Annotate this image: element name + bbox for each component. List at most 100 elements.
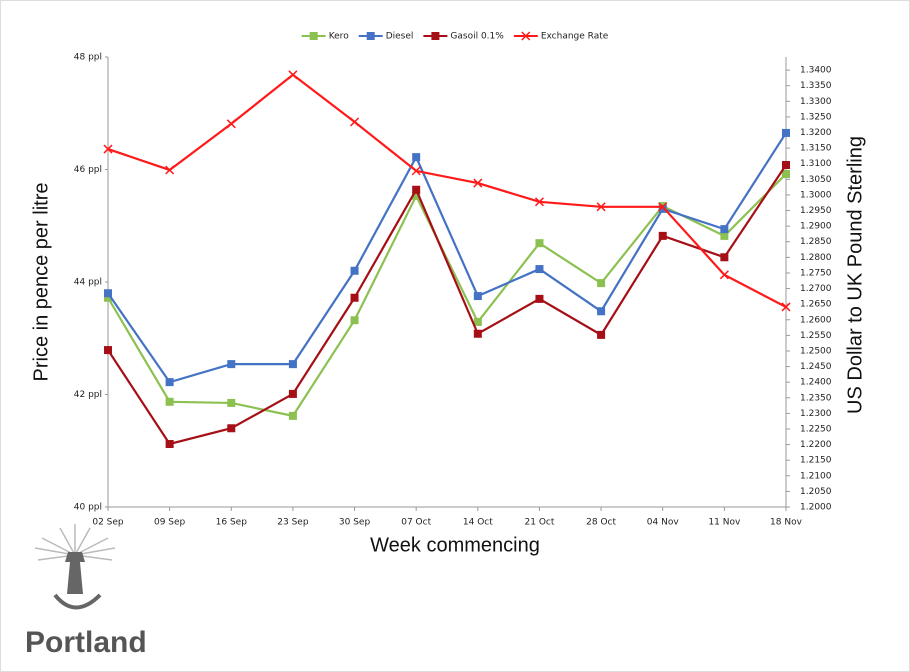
legend-item: Kero [301,32,349,42]
x-tick-label: 14 Oct [463,518,493,528]
marker [597,330,606,339]
y2-tick-label: 1.3250 [800,112,832,122]
y-tick-label: 42 ppl [74,390,102,400]
marker [535,265,544,274]
y-axis-title: Price in pence per litre [30,183,52,382]
y2-tick-label: 1.3300 [800,97,832,107]
y2-tick-label: 1.2200 [800,440,832,450]
marker [288,70,298,80]
marker [658,204,667,213]
marker [658,231,667,240]
marker [412,185,421,194]
y2-tick-label: 1.2750 [800,268,832,278]
marker [165,397,174,406]
marker [350,293,359,302]
marker [473,329,482,338]
legend-marker [366,32,375,40]
legend-item: Diesel [358,32,414,42]
y2-tick-label: 1.2700 [800,284,832,294]
y-tick-label: 44 ppl [74,278,102,288]
series-line [107,173,787,418]
x-tick-label: 09 Sep [154,518,186,528]
marker [534,197,544,207]
marker [535,294,544,303]
y2-tick-label: 1.2450 [800,362,832,372]
y2-tick-label: 1.3100 [800,159,832,169]
legend: Kero Diesel Gasoil 0.1% Exchange Rate [301,31,609,42]
y2-tick-label: 1.2500 [800,346,832,356]
marker [782,128,790,137]
legend-item: Gasoil 0.1% [423,32,504,42]
marker [720,225,729,234]
marker [165,378,174,387]
marker [535,239,544,248]
marker [412,191,421,200]
y2-axis-title: US Dollar to UK Pound Sterling [844,136,866,414]
marker [781,302,791,312]
marker [226,119,236,129]
y2-tick-label: 1.2850 [800,237,832,247]
marker [782,170,790,178]
marker [227,398,236,407]
marker [165,165,175,175]
legend-marker [521,31,531,41]
series-line [107,73,787,308]
marker [658,202,668,212]
y2-tick-label: 1.2100 [800,471,832,481]
marker [720,253,729,262]
x-tick-label: 30 Sep [339,518,371,528]
legend-label: Kero [329,32,349,42]
y2-tick-label: 1.2900 [800,222,832,232]
y2-tick-label: 1.2050 [800,487,832,497]
series [103,70,791,312]
y2-tick-label: 1.2150 [800,456,832,466]
marker [350,316,359,325]
marker [104,346,112,355]
marker [227,424,236,433]
y2-tick-label: 1.3200 [800,128,832,138]
marker [473,178,483,188]
x-tick-label: 28 Oct [586,518,616,528]
marker [227,360,236,369]
y2-tick-label: 1.2950 [800,206,832,216]
legend-label: Gasoil 0.1% [450,32,504,42]
marker [350,266,359,275]
legend-label: Exchange Rate [541,32,609,42]
marker [473,317,482,326]
x-tick-label: 16 Sep [216,518,248,528]
marker [104,289,112,298]
y2-tick-label: 1.2650 [800,300,832,310]
x-tick-label: 23 Sep [277,518,309,528]
marker [288,411,297,420]
series-line [107,132,787,384]
x-tick-label: 02 Sep [92,518,124,528]
logo-base [53,593,102,610]
y2-tick-label: 1.2400 [800,378,832,388]
legend-label: Diesel [386,32,414,42]
y-tick-label: 46 ppl [74,165,102,175]
y2-tick-label: 1.2800 [800,253,832,263]
y-tick-label: 48 ppl [74,53,102,63]
marker [473,292,482,301]
y2-tick-label: 1.2350 [800,393,832,403]
series [104,128,790,387]
logo-tower [65,552,85,594]
marker [597,307,606,316]
x-tick-label: 18 Nov [770,518,803,528]
marker [720,231,729,240]
y2-tick-label: 1.3150 [800,144,832,154]
series-line [107,164,787,446]
y2-tick-label: 1.2600 [800,315,832,325]
x-tick-label: 21 Oct [525,518,555,528]
y2-tick-label: 1.3350 [800,81,832,91]
logo-text: Portland [25,626,147,659]
logo: Portland [25,524,147,659]
y2-tick-label: 1.2000 [800,503,832,513]
marker [165,440,174,448]
marker [412,153,421,162]
marker [288,389,297,398]
marker [719,270,729,280]
x-axis-title: Week commencing [370,534,540,556]
